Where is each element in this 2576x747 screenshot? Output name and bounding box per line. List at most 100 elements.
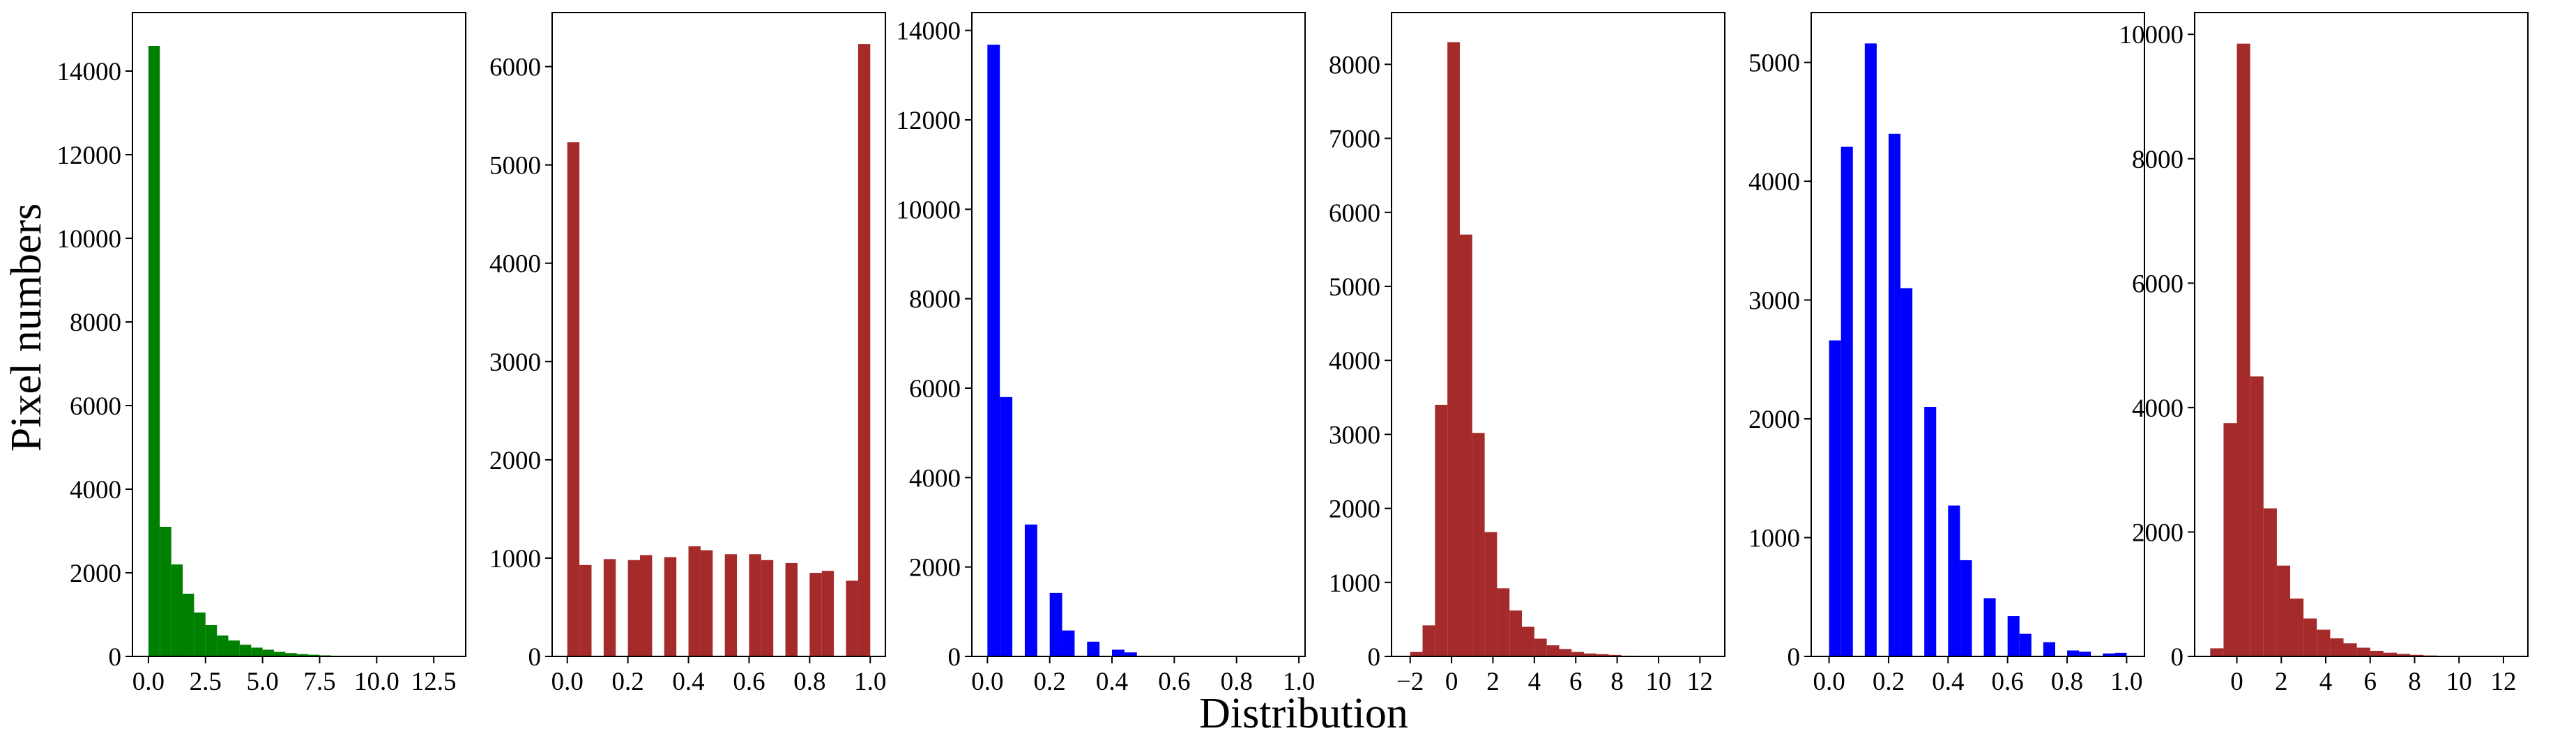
histogram-bar bbox=[1000, 396, 1013, 656]
y-tick-label: 1000 bbox=[1748, 525, 1800, 553]
histogram-bar bbox=[1447, 42, 1460, 657]
y-tick-label: 6000 bbox=[489, 54, 541, 82]
histogram-bar bbox=[251, 647, 263, 656]
x-tick-label: 7.5 bbox=[303, 668, 335, 696]
x-tick-label: 12 bbox=[2490, 668, 2516, 696]
y-tick-label: 10000 bbox=[2119, 21, 2184, 49]
x-tick-label: 0.6 bbox=[733, 668, 765, 696]
x-tick-label: 6 bbox=[2363, 668, 2377, 696]
histogram-panel-4: −2 0 2 4 6 8 10 1201000200030004000500060007000… bbox=[1329, 12, 1725, 696]
histogram-bar bbox=[1522, 626, 1534, 656]
x-tick-label: 12 bbox=[1687, 668, 1713, 696]
x-tick-label: 0.0 bbox=[1813, 668, 1845, 696]
histogram-bar bbox=[749, 554, 761, 656]
histogram-bar bbox=[821, 571, 834, 656]
x-tick-label: 0.2 bbox=[1873, 668, 1905, 696]
histogram-panel-3: 0.0 0.2 0.4 0.6 0.8 1.0 0 2000 4000 6000 8000 10000… bbox=[897, 12, 1315, 696]
histogram-bar bbox=[1983, 598, 1996, 656]
histogram-bar bbox=[2223, 423, 2237, 656]
y-tick-label: 10000 bbox=[897, 196, 961, 224]
histogram-bar bbox=[2250, 376, 2264, 656]
histogram-bar bbox=[603, 559, 616, 656]
axes-frame bbox=[132, 12, 466, 657]
histogram-bar bbox=[2263, 508, 2277, 656]
histogram-bar bbox=[664, 557, 677, 656]
y-tick-label: 4000 bbox=[1748, 168, 1800, 197]
x-axis-title: Distribution bbox=[1199, 690, 1408, 737]
histogram-bar bbox=[239, 645, 252, 656]
y-tick-label: 6000 bbox=[70, 392, 121, 421]
histogram-bar bbox=[183, 594, 195, 656]
y-tick-label: 4000 bbox=[2132, 394, 2183, 423]
x-tick-label: 1.0 bbox=[2110, 668, 2142, 696]
x-tick-label: 0.0 bbox=[132, 668, 165, 696]
y-tick-label: 12000 bbox=[57, 141, 122, 170]
y-tick-label: 5000 bbox=[489, 152, 541, 180]
x-tick-label: 2 bbox=[2275, 668, 2288, 696]
histogram-bar bbox=[1584, 653, 1596, 656]
x-tick-label: 0.0 bbox=[551, 668, 584, 696]
histogram-bar bbox=[1960, 560, 1972, 656]
histogram-bar bbox=[1124, 652, 1137, 656]
x-tick-label: 0.2 bbox=[612, 668, 644, 696]
histogram-bar bbox=[2330, 638, 2344, 656]
histogram-bar bbox=[2396, 654, 2411, 656]
histogram-bar bbox=[1484, 532, 1497, 656]
x-tick-label: 0.4 bbox=[1932, 668, 1964, 696]
x-tick-label: 2.5 bbox=[190, 668, 222, 696]
histogram-bar bbox=[1840, 146, 1853, 656]
y-tick-label: 3000 bbox=[489, 348, 541, 377]
histogram-bar bbox=[2043, 642, 2055, 656]
y-tick-label: 8000 bbox=[70, 309, 121, 337]
x-tick-label: 1.0 bbox=[1283, 668, 1315, 696]
y-tick-label: 0 bbox=[528, 643, 542, 672]
histogram-bar bbox=[2079, 652, 2091, 656]
x-tick-label: 0.8 bbox=[1221, 668, 1253, 696]
y-tick-label: 5000 bbox=[1329, 273, 1380, 302]
histogram-bar bbox=[761, 560, 774, 656]
histogram-bar bbox=[1459, 234, 1472, 656]
histogram-bar bbox=[846, 580, 858, 656]
axes-frame bbox=[1811, 12, 2145, 657]
y-tick-label: 3000 bbox=[1748, 287, 1800, 316]
histogram-bar bbox=[228, 640, 240, 656]
histogram-bar bbox=[2290, 598, 2304, 656]
histogram-bar bbox=[148, 46, 160, 656]
y-tick-label: 8000 bbox=[909, 286, 961, 314]
histogram-bar bbox=[1472, 433, 1485, 656]
histogram-panel-6: 0 2 4 6 8 10 12 0 2000 4000 6000 8000 10000 bbox=[2119, 12, 2529, 696]
x-tick-label: 0.6 bbox=[1158, 668, 1190, 696]
histogram-bar bbox=[1546, 645, 1560, 656]
histogram-bar bbox=[2410, 654, 2424, 656]
histogram-bar bbox=[688, 546, 701, 656]
histogram-bar bbox=[1596, 654, 1609, 656]
y-tick-label: 2000 bbox=[2132, 518, 2183, 547]
y-tick-label: 6000 bbox=[909, 375, 961, 403]
y-tick-label: 14000 bbox=[57, 58, 122, 86]
x-tick-label: 0 bbox=[2230, 668, 2243, 696]
histogram-bar bbox=[285, 653, 297, 656]
histogram-bar bbox=[1024, 524, 1037, 656]
y-tick-label: 3000 bbox=[1329, 421, 1380, 449]
y-tick-label: 4000 bbox=[909, 464, 961, 493]
x-tick-label: 0.6 bbox=[1992, 668, 2024, 696]
histogram-bar bbox=[2317, 629, 2331, 656]
x-tick-label: 4 bbox=[1528, 668, 1541, 696]
histogram-bar bbox=[308, 654, 320, 656]
y-tick-label: 2000 bbox=[70, 560, 121, 588]
y-tick-label: 0 bbox=[948, 643, 961, 672]
x-tick-label: 2 bbox=[1486, 668, 1500, 696]
x-tick-label: 0 bbox=[1445, 668, 1458, 696]
axes-frame bbox=[2194, 12, 2529, 657]
histogram-bar bbox=[194, 613, 206, 656]
histogram-bar bbox=[2343, 643, 2357, 656]
histogram-bar bbox=[2383, 652, 2397, 656]
x-tick-label: 4 bbox=[2319, 668, 2333, 696]
x-tick-label: 0.4 bbox=[672, 668, 704, 696]
histogram-bar bbox=[1497, 588, 1510, 656]
histogram-bar bbox=[2236, 43, 2250, 656]
y-tick-label: 0 bbox=[1368, 643, 1381, 672]
histogram-bar bbox=[1049, 592, 1062, 656]
axes-frame bbox=[971, 12, 1306, 657]
